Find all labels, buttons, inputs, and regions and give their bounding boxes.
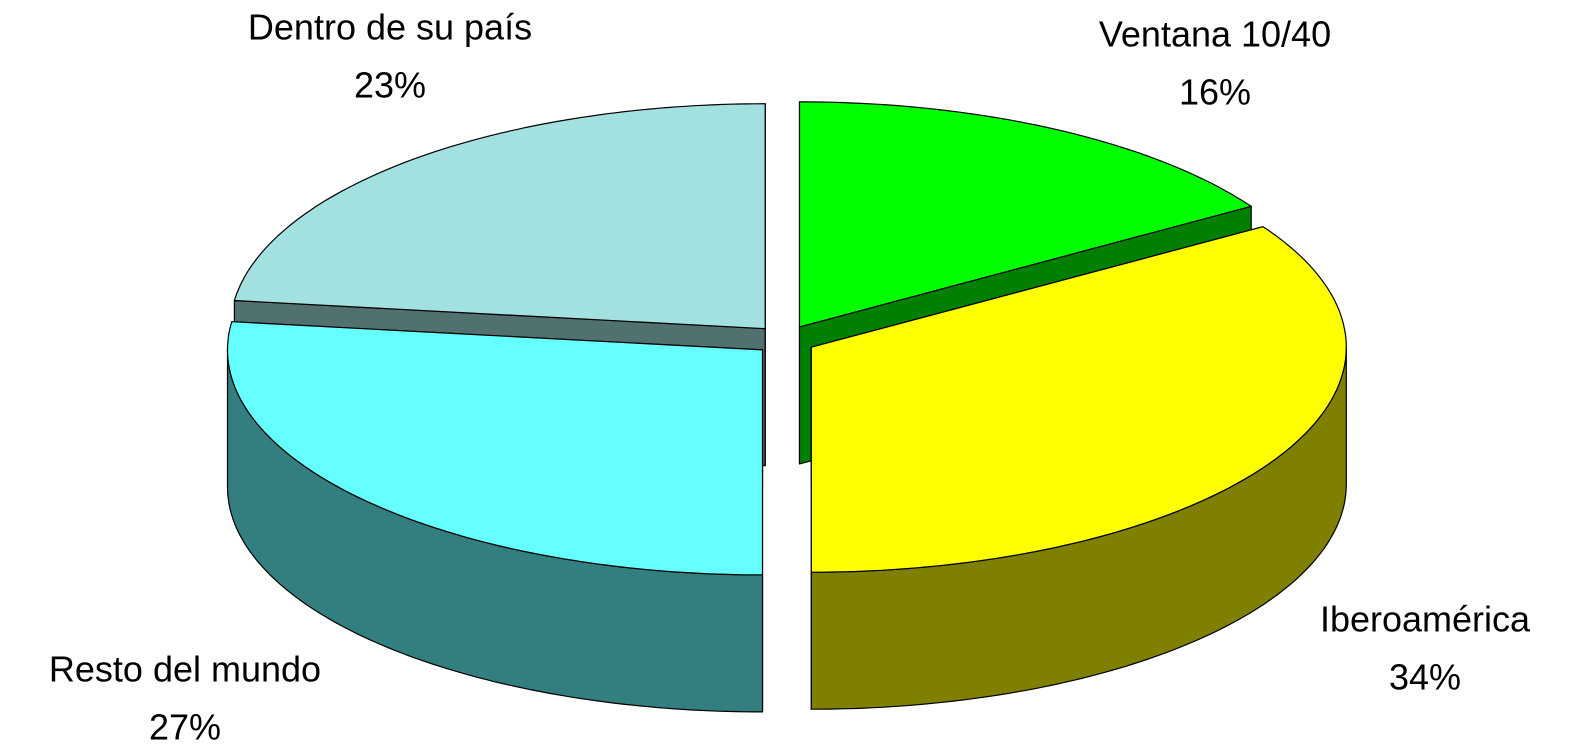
slice-label: Ventana 10/40 [1099, 14, 1331, 55]
slice [226, 321, 764, 713]
slice-value-label: 23% [354, 65, 426, 106]
slice-top [798, 101, 1252, 328]
slice-top [233, 103, 766, 330]
slice-top [226, 321, 764, 576]
slice-label: Dentro de su país [248, 7, 532, 48]
slice [810, 226, 1347, 710]
slice-value-label: 34% [1389, 657, 1461, 698]
slice-label: Iberoamérica [1320, 599, 1531, 640]
slice-top [810, 226, 1347, 573]
slice-value-label: 16% [1179, 72, 1251, 113]
slice-value-label: 27% [149, 707, 221, 748]
slice-label: Resto del mundo [49, 649, 321, 690]
